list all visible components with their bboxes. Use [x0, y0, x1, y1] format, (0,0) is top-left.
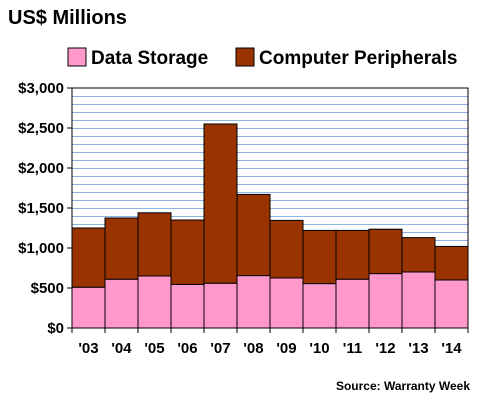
- legend-swatch-data-storage: [67, 47, 87, 67]
- bar-computer-peripherals: [401, 237, 436, 273]
- x-tick-label: '05: [144, 340, 164, 357]
- bar-data-storage: [236, 275, 271, 329]
- x-tick-label: '08: [243, 340, 263, 357]
- bar-data-storage: [434, 279, 469, 329]
- x-tick-label: '14: [441, 340, 462, 357]
- legend-swatch-computer-peripherals: [235, 47, 255, 67]
- x-tick-label: '07: [210, 340, 230, 357]
- x-tick-label: '12: [375, 340, 395, 357]
- bar-data-storage: [203, 282, 238, 329]
- x-tick-label: '06: [177, 340, 197, 357]
- bar-data-storage: [368, 273, 403, 329]
- bar-computer-peripherals: [236, 193, 271, 277]
- bar-computer-peripherals: [137, 212, 172, 277]
- bar-data-storage: [137, 275, 172, 329]
- bar-data-storage: [269, 277, 304, 329]
- bar-data-storage: [170, 283, 205, 329]
- bar-computer-peripherals: [269, 219, 304, 279]
- bar-computer-peripherals: [434, 245, 469, 281]
- y-tick-label: $2,500: [18, 120, 64, 137]
- plot-area: $0 $500 $1,000 $1,500 $2,000 $2,500 $3,000 '03 '…: [18, 80, 469, 357]
- bar-computer-peripherals: [335, 229, 370, 280]
- x-tick-label: '11: [343, 340, 362, 357]
- chart-title: US$ Millions: [8, 7, 127, 29]
- y-tick-label: $1,000: [18, 240, 64, 257]
- bar-data-storage: [302, 283, 337, 329]
- x-tick-label: '13: [408, 340, 428, 357]
- y-tick-label: $2,000: [18, 160, 64, 177]
- x-tick-label: '03: [78, 340, 98, 357]
- x-tick-label: '09: [276, 340, 296, 357]
- bar-data-storage: [335, 278, 370, 329]
- bar-data-storage: [401, 271, 436, 329]
- legend-label-data-storage: Data Storage: [91, 48, 208, 69]
- bar-computer-peripherals: [368, 228, 403, 275]
- source-note: Source: Warranty Week: [336, 379, 470, 393]
- y-tick-label: $500: [31, 280, 64, 297]
- legend-label-computer-peripherals: Computer Peripherals: [259, 48, 458, 69]
- x-tick-label: '10: [309, 340, 329, 357]
- bar-computer-peripherals: [203, 123, 238, 284]
- y-tick-label: $1,500: [18, 200, 64, 217]
- x-tick-label: '04: [111, 340, 132, 357]
- bar-data-storage: [104, 278, 139, 329]
- bar-data-storage: [71, 286, 106, 329]
- bar-computer-peripherals: [170, 219, 205, 285]
- bar-computer-peripherals: [71, 227, 106, 288]
- y-tick-label: $0: [47, 320, 64, 337]
- bar-computer-peripherals: [302, 229, 337, 285]
- bar-computer-peripherals: [104, 217, 139, 280]
- y-tick-label: $3,000: [18, 80, 64, 97]
